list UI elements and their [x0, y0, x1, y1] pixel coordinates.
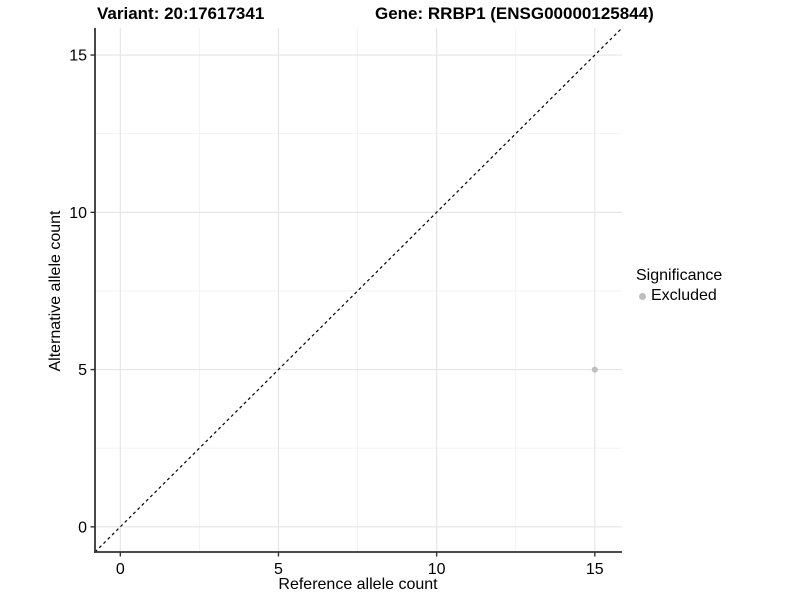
legend-item-excluded: Excluded: [636, 287, 722, 305]
x-tick-label: 0: [116, 561, 125, 578]
legend: Significance Excluded: [636, 267, 722, 305]
legend-items: Excluded: [636, 287, 722, 305]
legend-title: Significance: [636, 267, 723, 284]
data-point-excluded: [591, 366, 598, 373]
x-tick-label: 10: [428, 561, 446, 578]
y-tick-label: 0: [78, 519, 87, 536]
x-axis-title: Reference allele count: [278, 576, 438, 593]
legend-point-icon: [639, 292, 646, 300]
legend-item-label: Excluded: [651, 287, 717, 304]
gene-title: Gene: RRBP1 (ENSG00000125844): [375, 4, 654, 23]
y-axis-title: Alternative allele count: [47, 210, 64, 372]
identity-line: [94, 27, 623, 553]
x-tick-label: 15: [586, 561, 604, 578]
y-tick-label: 15: [69, 48, 87, 65]
variant-title: Variant: 20:17617341: [97, 4, 265, 23]
y-tick-label: 5: [78, 362, 87, 379]
x-tick-label: 5: [274, 561, 283, 578]
y-tick-label: 10: [69, 205, 87, 222]
